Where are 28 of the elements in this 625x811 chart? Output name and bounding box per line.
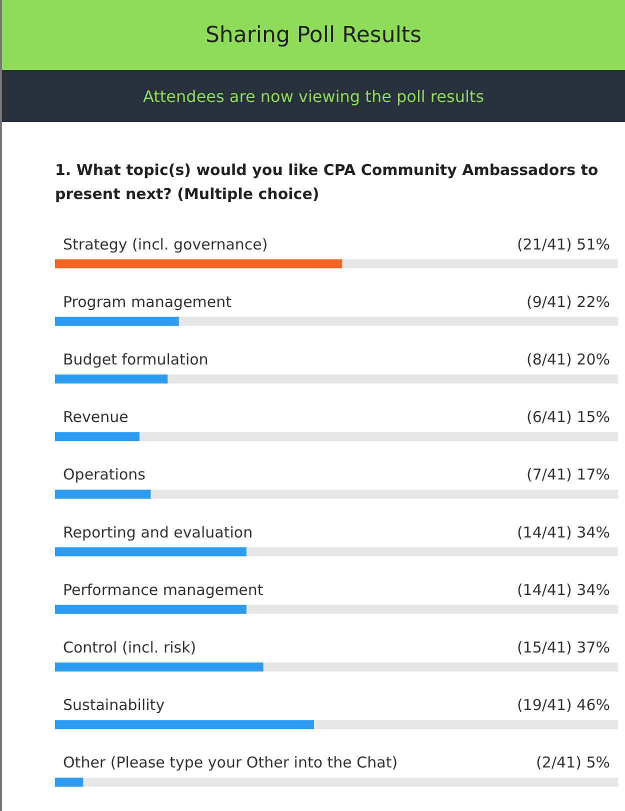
chart-subtitle: Attendees are now viewing the poll results	[2, 70, 625, 122]
y-tick-label: Sustainability	[63, 696, 165, 714]
data-label: (14/41) 34%	[516, 580, 610, 599]
bar	[55, 490, 151, 499]
y-tick-label: Reporting and evaluation	[63, 523, 253, 542]
y-tick-label: Program management	[63, 292, 232, 311]
data-label: (7/41) 17%	[526, 466, 610, 484]
bar	[55, 778, 84, 787]
y-tick-label: Control (incl. risk)	[63, 638, 196, 656]
chart-title: Sharing Poll Results	[2, 0, 625, 70]
data-label: (6/41) 15%	[526, 408, 610, 426]
data-label: (19/41) 46%	[516, 696, 610, 714]
y-tick-label: Operations	[63, 466, 146, 484]
text: 1. What topic(s) would you like CPA Community Ambassadors to present next? (Multiple choice)	[54, 160, 600, 205]
data-label: (21/41) 51%	[516, 235, 610, 254]
data-label: (15/41) 37%	[516, 638, 610, 656]
data-label: (8/41) 20%	[526, 350, 610, 368]
bar	[55, 374, 168, 384]
bar	[55, 432, 140, 442]
y-tick-label: Revenue	[63, 408, 128, 426]
y-tick-label: Strategy (incl. governance)	[63, 235, 268, 254]
y-tick-label: Other (Please type your Other into the Chat)	[63, 754, 398, 772]
data-label: (9/41) 22%	[526, 292, 610, 311]
y-tick-label: Budget formulation	[63, 350, 208, 368]
data-label: (14/41) 34%	[516, 523, 610, 542]
data-label: (2/41) 5%	[536, 754, 610, 772]
bar	[55, 316, 179, 326]
y-tick-label: Performance management	[63, 580, 264, 599]
